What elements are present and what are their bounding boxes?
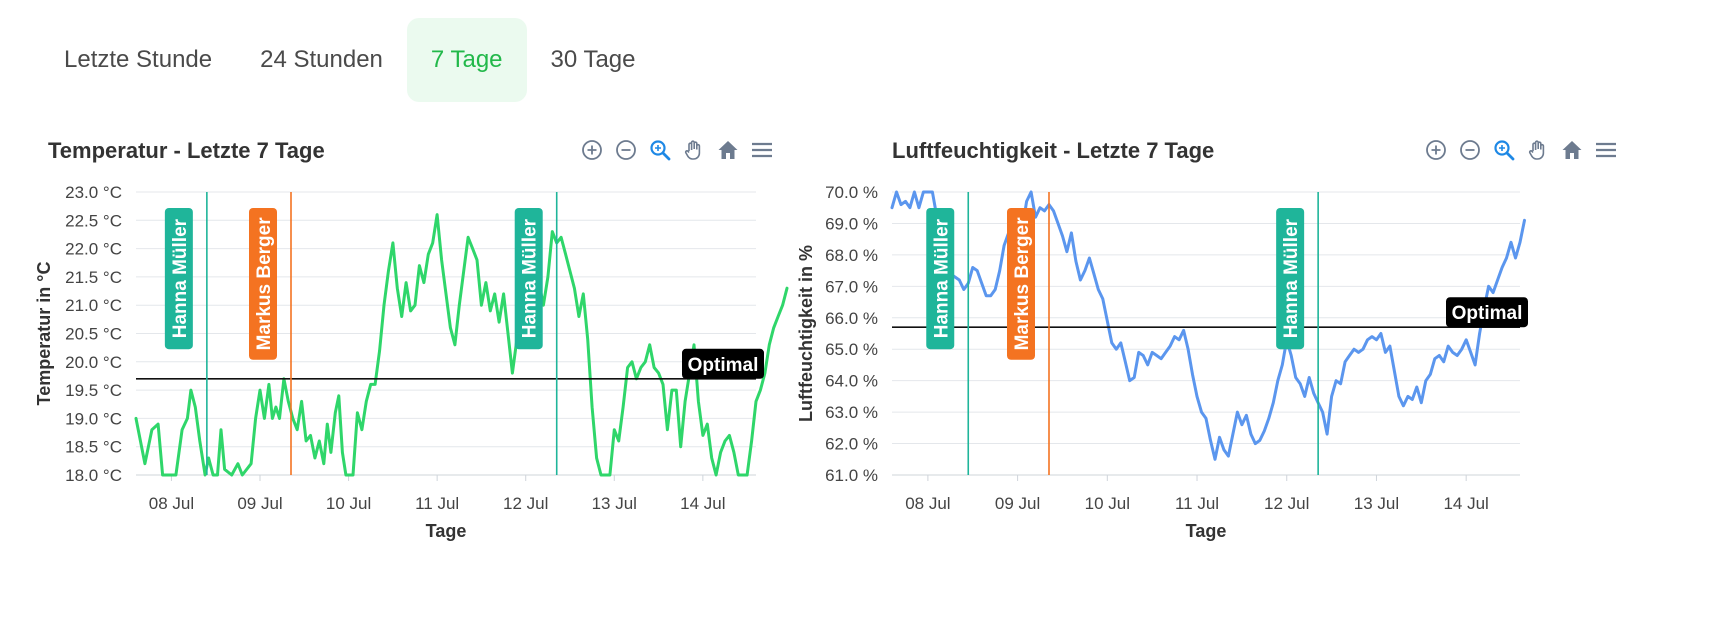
x-tick-label: 14 Jul — [680, 494, 725, 513]
series-line — [134, 213, 789, 477]
x-tick-label: 11 Jul — [415, 494, 459, 513]
optimal-label: Optimal — [688, 355, 759, 376]
zoom-in-icon — [1426, 140, 1446, 160]
x-tick-label: 10 Jul — [1085, 494, 1130, 513]
y-tick-label: 22.5 °C — [65, 211, 122, 230]
annotation-label: Markus Berger — [1012, 217, 1033, 351]
series-line — [890, 190, 1526, 461]
x-tick-label: 13 Jul — [592, 494, 637, 513]
menu-icon — [1596, 142, 1616, 158]
home-icon — [1562, 141, 1582, 159]
y-tick-label: 19.0 °C — [65, 409, 122, 428]
zoom-in-icon — [582, 140, 602, 160]
y-tick-label: 18.0 °C — [65, 466, 122, 485]
tab-7-tage[interactable]: 7 Tage — [406, 18, 527, 102]
selection-zoom-button[interactable] — [646, 136, 674, 164]
annotation-label: Hanna Müller — [1281, 218, 1302, 338]
y-tick-label: 19.5 °C — [65, 381, 122, 400]
tab-letzte-stunde[interactable]: Letzte Stunde — [64, 46, 213, 73]
pan-hand-icon — [684, 140, 701, 160]
y-tick-label: 69.0 % — [825, 214, 878, 233]
y-tick-label: 21.5 °C — [65, 268, 122, 287]
annotation-label-box — [1007, 208, 1035, 360]
y-tick-label: 67.0 % — [825, 277, 878, 296]
menu-icon — [752, 142, 772, 158]
y-axis-title: Temperatur in °C — [34, 262, 54, 406]
tab-30-tage[interactable]: 30 Tage — [550, 46, 636, 73]
home-icon — [718, 141, 738, 159]
x-tick-label: 08 Jul — [149, 494, 194, 513]
annotation-label-box — [514, 208, 543, 350]
optimal-label: Optimal — [1452, 303, 1523, 324]
y-tick-label: 61.0 % — [825, 466, 878, 485]
y-tick-label: 66.0 % — [825, 309, 878, 328]
y-tick-label: 18.5 °C — [65, 438, 122, 457]
temperature-chart: 23.0 °C 22.5 °C 22.0 °C 21.5 °C 21.0 °C 20.5 … — [34, 183, 789, 541]
humidity-chart: 70.0 % 69.0 % 68.0 % 67.0 % 66.0 % 65.0 % 64.0… — [796, 183, 1528, 541]
x-tick-label: 09 Jul — [237, 494, 282, 513]
zoom-in-button[interactable] — [578, 136, 606, 164]
chart-toolbar — [1422, 136, 1620, 164]
zoom-out-icon — [616, 140, 636, 160]
annotation-label: Hanna Müller — [931, 218, 952, 338]
y-tick-label: 21.0 °C — [65, 296, 122, 315]
y-axis-title: Luftfeuchtigkeit in % — [796, 245, 816, 422]
y-tick-label: 22.0 °C — [65, 240, 122, 259]
zoom-out-icon — [1460, 140, 1480, 160]
reset-zoom-button[interactable] — [714, 136, 742, 164]
annotation-label-box — [249, 208, 277, 360]
y-tick-label: 20.0 °C — [65, 353, 122, 372]
chart-title: Luftfeuchtigkeit - Letzte 7 Tage — [892, 138, 1215, 163]
annotation-label: Hanna Müller — [170, 218, 191, 338]
temperature-chart-card: 23.0 °C 22.5 °C 22.0 °C 21.5 °C 21.0 °C 20.5 … — [0, 128, 820, 608]
optimal-label-box — [1446, 297, 1528, 328]
zoom-out-button[interactable] — [1456, 136, 1484, 164]
pan-button[interactable] — [680, 136, 708, 164]
x-tick-label: 12 Jul — [503, 494, 548, 513]
y-tick-label: 20.5 °C — [65, 325, 122, 344]
annotation-label-box — [1276, 208, 1305, 350]
optimal-label-box — [682, 348, 764, 379]
x-tick-label: 12 Jul — [1264, 494, 1309, 513]
chart-toolbar — [578, 136, 776, 164]
x-tick-label: 08 Jul — [905, 494, 950, 513]
x-axis-title: Tage — [1186, 521, 1227, 541]
y-tick-label: 70.0 % — [825, 183, 878, 202]
chart-title: Temperatur - Letzte 7 Tage — [48, 138, 325, 163]
humidity-chart-card: 70.0 % 69.0 % 68.0 % 67.0 % 66.0 % 65.0 % 64.0… — [796, 128, 1664, 608]
annotation-label-box — [164, 208, 193, 350]
x-tick-label: 13 Jul — [1354, 494, 1399, 513]
pan-button[interactable] — [1524, 136, 1552, 164]
chart-menu-button[interactable] — [748, 136, 776, 164]
time-range-tabs: Letzte Stunde 24 Stunden 7 Tage 30 Tage — [40, 18, 660, 102]
magnifier-icon — [1494, 140, 1515, 161]
y-tick-label: 64.0 % — [825, 372, 878, 391]
zoom-in-button[interactable] — [1422, 136, 1450, 164]
reset-zoom-button[interactable] — [1558, 136, 1586, 164]
y-tick-label: 65.0 % — [825, 340, 878, 359]
y-tick-label: 68.0 % — [825, 246, 878, 265]
x-tick-label: 09 Jul — [995, 494, 1040, 513]
selection-zoom-button[interactable] — [1490, 136, 1518, 164]
x-tick-label: 11 Jul — [1175, 494, 1219, 513]
magnifier-icon — [650, 140, 671, 161]
x-tick-label: 10 Jul — [326, 494, 371, 513]
chart-menu-button[interactable] — [1592, 136, 1620, 164]
zoom-out-button[interactable] — [612, 136, 640, 164]
x-tick-label: 14 Jul — [1443, 494, 1488, 513]
tab-24-stunden[interactable]: 24 Stunden — [260, 46, 383, 73]
annotation-label: Hanna Müller — [520, 218, 541, 338]
x-axis-title: Tage — [426, 521, 467, 541]
pan-hand-icon — [1528, 140, 1545, 160]
y-tick-label: 23.0 °C — [65, 183, 122, 202]
y-tick-label: 62.0 % — [825, 435, 878, 454]
annotation-label: Markus Berger — [254, 217, 275, 351]
annotation-label-box — [926, 208, 955, 350]
y-tick-label: 63.0 % — [825, 403, 878, 422]
